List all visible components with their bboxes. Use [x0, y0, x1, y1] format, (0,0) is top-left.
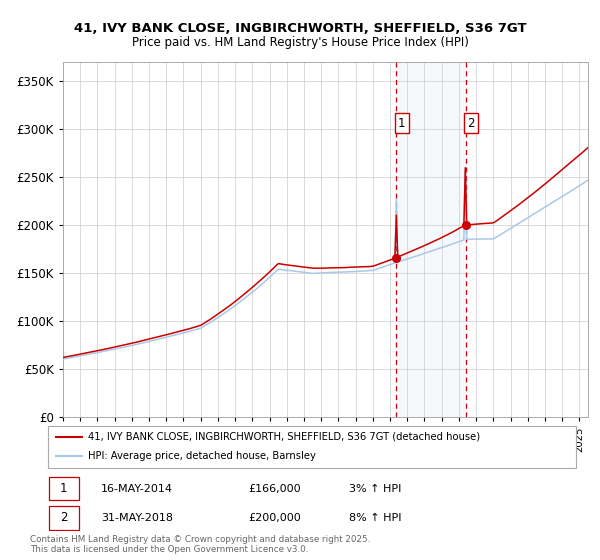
Text: Price paid vs. HM Land Registry's House Price Index (HPI): Price paid vs. HM Land Registry's House …	[131, 36, 469, 49]
Text: 16-MAY-2014: 16-MAY-2014	[101, 483, 173, 493]
Text: 41, IVY BANK CLOSE, INGBIRCHWORTH, SHEFFIELD, S36 7GT (detached house): 41, IVY BANK CLOSE, INGBIRCHWORTH, SHEFF…	[88, 432, 480, 442]
Text: 1: 1	[60, 482, 68, 495]
Text: 3% ↑ HPI: 3% ↑ HPI	[349, 483, 401, 493]
Text: Contains HM Land Registry data © Crown copyright and database right 2025.
This d: Contains HM Land Registry data © Crown c…	[30, 535, 370, 554]
Text: 1: 1	[398, 116, 406, 129]
FancyBboxPatch shape	[49, 506, 79, 530]
FancyBboxPatch shape	[48, 426, 576, 468]
Text: £200,000: £200,000	[248, 513, 301, 523]
Text: HPI: Average price, detached house, Barnsley: HPI: Average price, detached house, Barn…	[88, 451, 316, 461]
Text: £166,000: £166,000	[248, 483, 301, 493]
FancyBboxPatch shape	[49, 477, 79, 500]
Text: 2: 2	[467, 116, 475, 129]
Text: 8% ↑ HPI: 8% ↑ HPI	[349, 513, 401, 523]
Text: 31-MAY-2018: 31-MAY-2018	[101, 513, 173, 523]
Text: 2: 2	[60, 511, 68, 525]
Text: 41, IVY BANK CLOSE, INGBIRCHWORTH, SHEFFIELD, S36 7GT: 41, IVY BANK CLOSE, INGBIRCHWORTH, SHEFF…	[74, 22, 526, 35]
Bar	[397, 62, 466, 417]
